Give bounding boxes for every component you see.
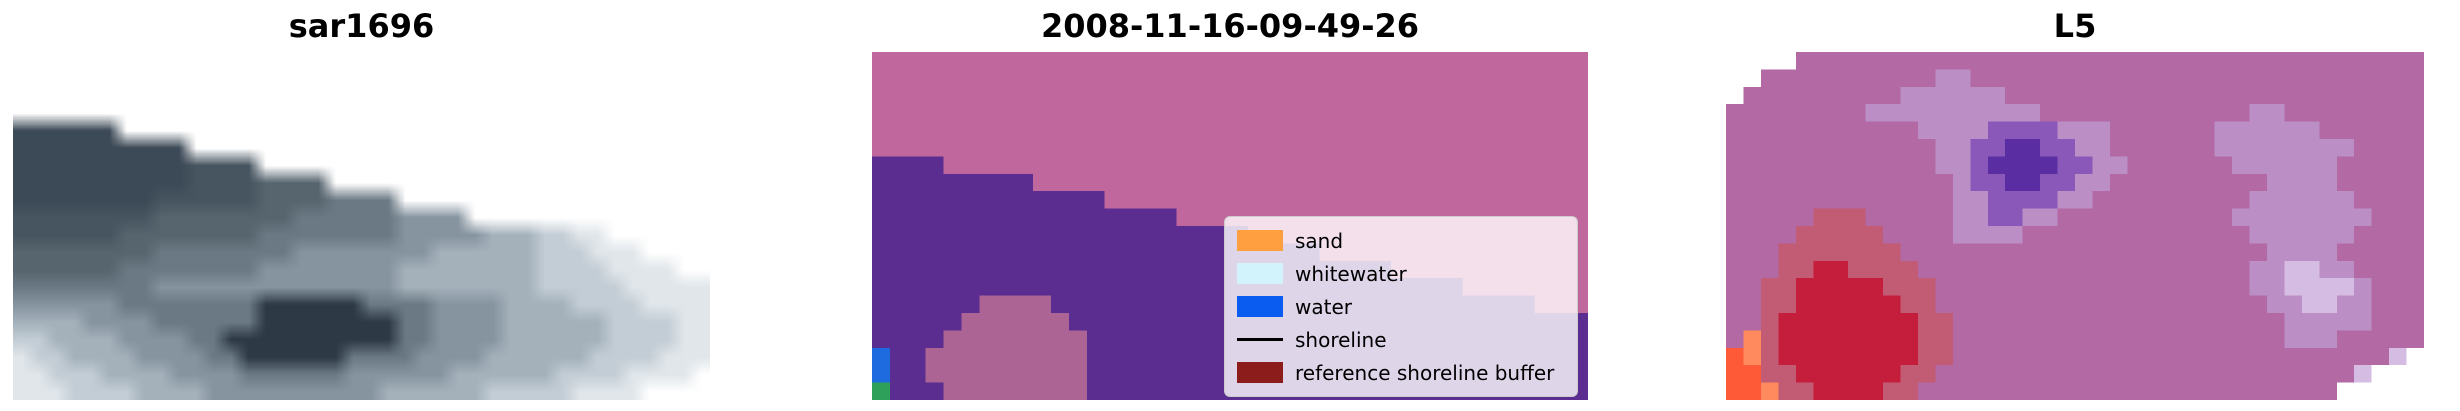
panel-classification: 2008-11-16-09-49-26 sand whitewater wate… <box>872 0 1588 411</box>
sand-swatch <box>1237 230 1283 251</box>
reference-shoreline-buffer-swatch <box>1237 362 1283 383</box>
legend-item-sand: sand <box>1237 227 1565 254</box>
legend-label-sand: sand <box>1295 228 1344 253</box>
l5-image <box>1726 52 2424 400</box>
legend-label-water: water <box>1295 294 1352 319</box>
legend-item-shoreline: shoreline <box>1237 326 1565 353</box>
shoreline-line-swatch <box>1237 338 1283 341</box>
legend-label-shoreline: shoreline <box>1295 327 1387 352</box>
panel-title-l5: L5 <box>2053 7 2097 45</box>
sar-image <box>13 52 710 400</box>
water-swatch <box>1237 296 1283 317</box>
legend-item-water: water <box>1237 293 1565 320</box>
legend-item-whitewater: whitewater <box>1237 260 1565 287</box>
panel-title-sar1696: sar1696 <box>288 7 435 45</box>
panel-title-classification: 2008-11-16-09-49-26 <box>1040 7 1420 45</box>
legend: sand whitewater water shoreline referenc… <box>1224 216 1578 397</box>
legend-label-reference-shoreline-buffer: reference shoreline buffer <box>1295 360 1555 385</box>
legend-label-whitewater: whitewater <box>1295 261 1407 286</box>
panel-sar1696: sar1696 <box>13 0 710 411</box>
legend-item-reference-shoreline-buffer: reference shoreline buffer <box>1237 359 1565 386</box>
panel-l5: L5 <box>1726 0 2424 411</box>
whitewater-swatch <box>1237 263 1283 284</box>
